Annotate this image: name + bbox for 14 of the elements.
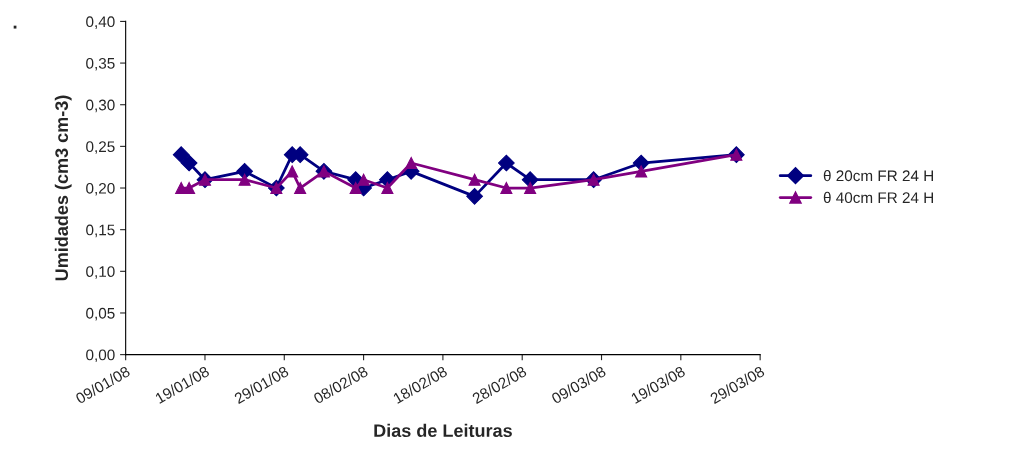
y-tick-label: 0,35 xyxy=(86,57,115,71)
y-tick-label: 0,15 xyxy=(86,224,115,238)
legend-label: θ 40cm FR 24 H xyxy=(823,191,933,204)
y-tick-label: 0,40 xyxy=(86,16,115,29)
legend-label: θ 20cm FR 24 H xyxy=(823,169,933,182)
text: . xyxy=(13,25,17,29)
y-axis-title: Umidades (cm3 cm-3) xyxy=(54,95,72,281)
y-tick-label: 0,20 xyxy=(86,182,115,196)
y-tick-label: 0,05 xyxy=(86,307,115,321)
x-axis-title: Dias de Leituras xyxy=(374,423,512,438)
y-tick-label: 0,30 xyxy=(86,99,115,113)
y-tick-label: 0,00 xyxy=(86,349,115,363)
y-tick-label: 0,25 xyxy=(86,141,115,154)
y-tick-label: 0,10 xyxy=(86,266,115,279)
